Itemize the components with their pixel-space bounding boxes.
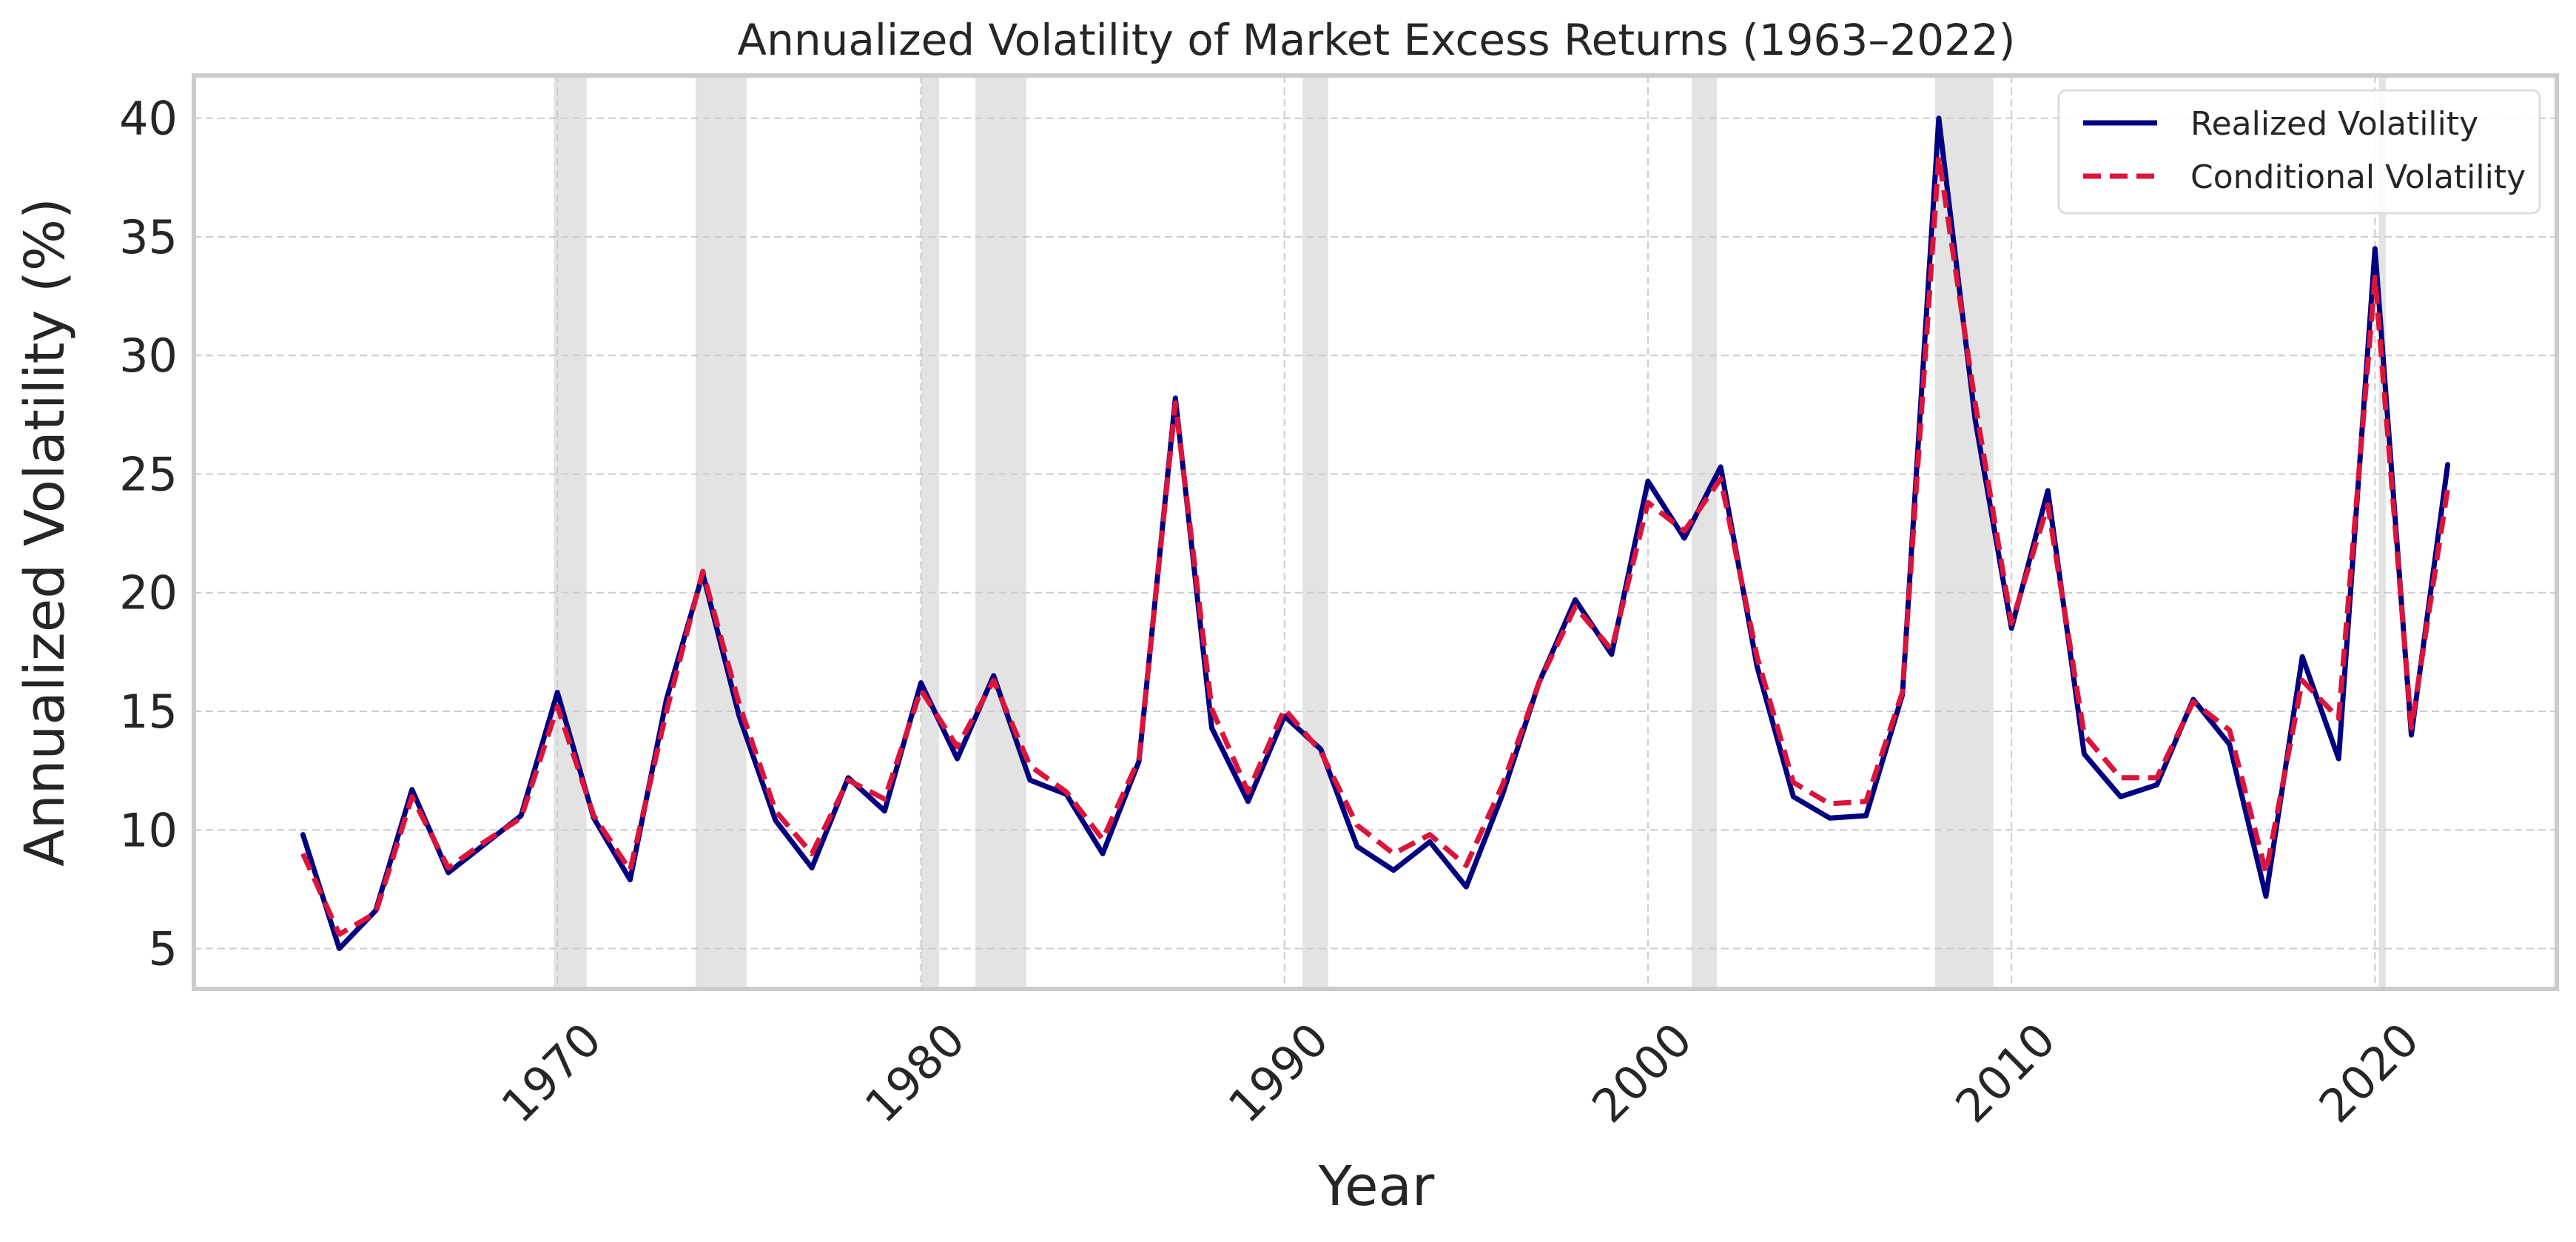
plot-frame: [192, 73, 2559, 991]
recession-band: [1302, 75, 1328, 989]
y-tick-label: 15: [119, 685, 178, 739]
chart-title: Annualized Volatility of Market Excess R…: [737, 15, 2015, 65]
recession-band: [1934, 75, 1994, 989]
recession-band: [921, 75, 940, 989]
x-tick-label: 1980: [855, 1013, 975, 1133]
y-tick-label: 30: [119, 329, 178, 383]
recession-band: [1691, 75, 1718, 989]
x-tick-label: 2000: [1581, 1013, 1702, 1133]
recession-band: [554, 75, 587, 989]
recession-band: [695, 75, 747, 989]
recession-band: [975, 75, 1026, 989]
x-tick-label: 2010: [1945, 1013, 2065, 1133]
series-line-conditional-volatility: [300, 153, 2451, 937]
y-tick-label: 35: [119, 210, 178, 264]
y-tick-label: 10: [119, 803, 178, 857]
x-tick-label: 1990: [1218, 1013, 1339, 1133]
y-tick-label: 25: [119, 447, 178, 501]
legend-label-conditional: Conditional Volatility: [2190, 158, 2526, 196]
x-tick-labels: 1970 1980 1990 2000 2010 2020: [491, 1013, 2429, 1133]
legend: Realized Volatility Conditional Volatili…: [2057, 89, 2541, 215]
y-tick-label: 40: [119, 92, 178, 146]
legend-box: [2057, 89, 2541, 215]
x-tick-label: 2020: [2309, 1013, 2429, 1133]
series-lines: [300, 115, 2451, 952]
recession-band: [2378, 75, 2387, 989]
recession-shading: [554, 75, 2387, 989]
y-axis-label: Annualized Volatility (%): [13, 198, 77, 867]
series-line-realized-volatility: [300, 115, 2451, 952]
x-axis-label: Year: [1318, 1155, 1435, 1218]
y-tick-label: 5: [149, 922, 178, 976]
x-tick-label: 1970: [491, 1013, 611, 1133]
y-tick-labels: 5 10 15 20 25 30 35 40: [119, 92, 178, 976]
legend-label-realized: Realized Volatility: [2190, 105, 2478, 143]
y-tick-label: 20: [119, 566, 178, 620]
grid: [194, 75, 2557, 989]
